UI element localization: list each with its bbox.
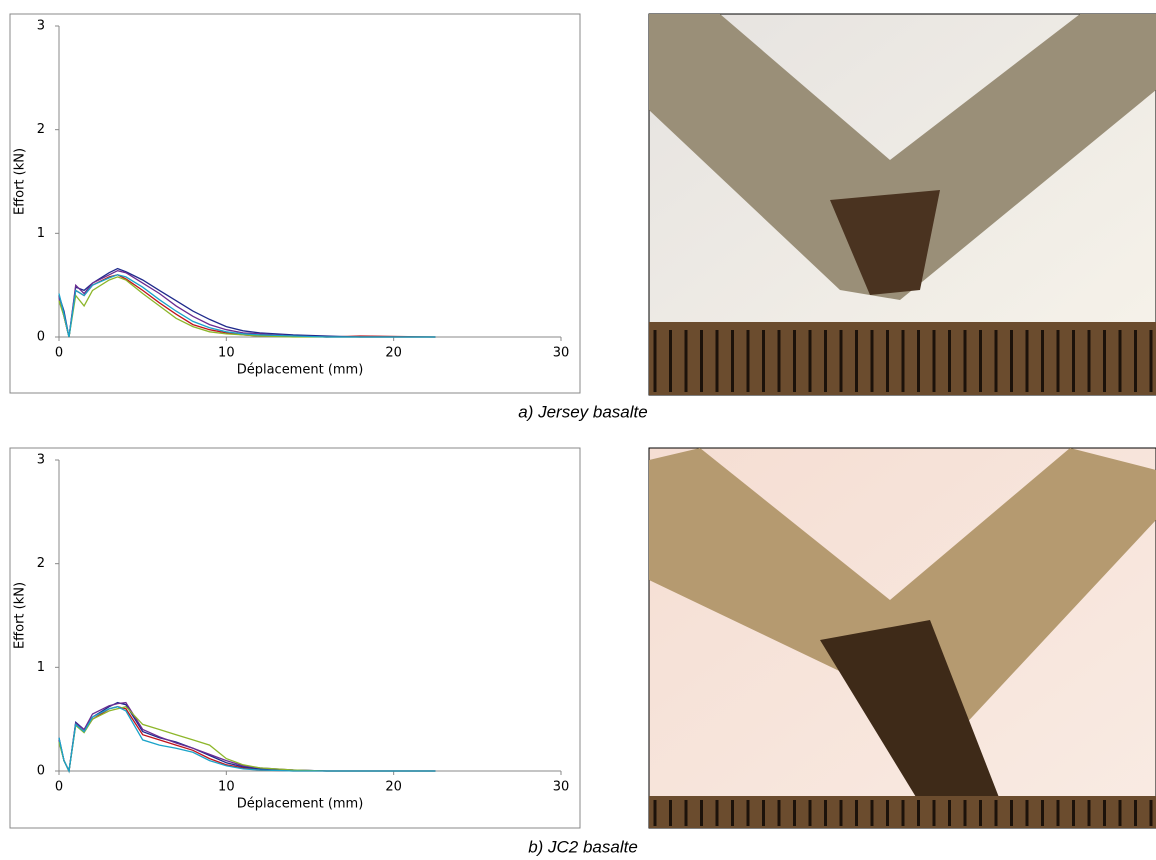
- y-tick-label: 2: [37, 556, 45, 571]
- chart-frame: [9, 447, 581, 829]
- x-tick-label: 30: [553, 780, 570, 795]
- x-tick-label: 10: [218, 346, 235, 361]
- y-tick-label: 0: [37, 764, 45, 779]
- x-axis-label: Déplacement (mm): [237, 363, 364, 378]
- x-tick-label: 30: [553, 346, 570, 361]
- data-line: [58, 276, 436, 338]
- data-line: [58, 706, 436, 774]
- y-tick-label: 3: [37, 453, 45, 468]
- x-tick-label: 0: [55, 780, 63, 795]
- y-tick-label: 1: [37, 226, 45, 241]
- y-tick-label: 2: [37, 122, 45, 137]
- x-axis-label: Déplacement (mm): [237, 797, 364, 812]
- ruler: [653, 800, 1153, 826]
- caption: b) JC2 basalte: [528, 837, 638, 856]
- x-tick-label: 20: [385, 780, 402, 795]
- data-line: [58, 274, 436, 338]
- y-axis-label: Effort (kN): [13, 582, 28, 649]
- ruler: [653, 330, 1153, 392]
- x-tick-label: 0: [55, 346, 63, 361]
- photo-b: [648, 447, 1156, 829]
- data-line: [58, 705, 436, 774]
- chart-frame: [9, 13, 581, 394]
- y-tick-label: 3: [37, 19, 45, 34]
- y-axis-label: Effort (kN): [13, 148, 28, 215]
- x-tick-label: 10: [218, 780, 235, 795]
- caption: a) Jersey basalte: [518, 402, 647, 421]
- y-tick-label: 0: [37, 330, 45, 345]
- y-tick-label: 1: [37, 660, 45, 675]
- x-tick-label: 20: [385, 346, 402, 361]
